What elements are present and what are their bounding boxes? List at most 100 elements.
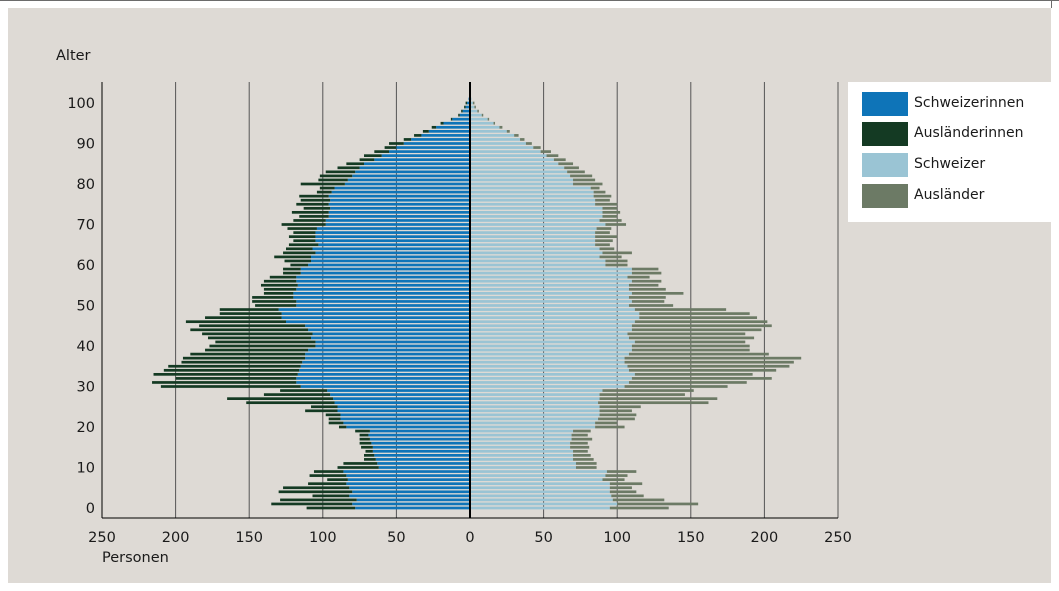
bar-schweizer (470, 150, 541, 153)
bar-auslaenderinnen (185, 320, 286, 324)
bar-schweizer (470, 356, 625, 360)
bar-schweizerinnen (368, 433, 470, 437)
bar-auslaenderinnen (293, 219, 326, 222)
bar-auslaender (628, 287, 666, 291)
bar-schweizerinnen (352, 174, 470, 178)
bar-auslaender (639, 312, 750, 315)
bar-schweizerinnen (421, 134, 470, 137)
bar-auslaender (558, 162, 574, 166)
bar-auslaender (472, 101, 475, 105)
bar-auslaender (514, 134, 519, 137)
bar-auslaender (609, 490, 637, 494)
bar-schweizerinnen (281, 316, 470, 319)
bar-auslaenderinnen (464, 105, 466, 109)
bar-auslaenderinnen (293, 239, 316, 243)
bar-auslaenderinnen (283, 486, 350, 490)
bar-schweizer (470, 425, 596, 429)
bar-auslaender (611, 494, 644, 498)
bar-auslaenderinnen (219, 308, 279, 311)
bar-auslaenderinnen (215, 340, 316, 344)
bar-schweizer (470, 219, 600, 222)
bar-auslaender (487, 117, 490, 121)
bar-schweizer (470, 445, 571, 449)
bar-schweizer (470, 206, 603, 210)
bar-schweizerinnen (315, 239, 470, 243)
legend-label-schweizer: Schweizer (914, 156, 986, 172)
bar-auslaenderinnen (205, 348, 309, 352)
bar-schweizerinnen (465, 105, 470, 109)
bar-auslaenderinnen (300, 182, 345, 186)
bar-schweizer (470, 352, 629, 356)
bar-schweizer (470, 320, 635, 324)
bar-schweizer (470, 247, 600, 251)
bar-auslaender (628, 368, 777, 372)
y-tick-label: 40 (77, 339, 95, 355)
bar-auslaenderinnen (181, 360, 303, 364)
legend-swatch-schweizerinnen (862, 92, 908, 116)
bar-auslaender (481, 113, 484, 117)
bar-auslaenderinnen (263, 287, 297, 291)
bar-auslaenderinnen (199, 324, 306, 328)
bar-schweizer (470, 506, 610, 510)
bar-schweizerinnen (308, 263, 470, 267)
x-tick-labels: 250 200 150 100 50 0 50 100 150 200 250 (88, 530, 852, 546)
bar-auslaender (602, 251, 632, 255)
bar-schweizerinnen (308, 328, 470, 332)
bar-auslaender (628, 352, 769, 356)
bar-auslaender (602, 215, 618, 218)
bar-auslaenderinnen (359, 158, 375, 162)
bar-schweizerinnen (374, 158, 470, 162)
bar-auslaenderinnen (308, 482, 347, 486)
bar-schweizer (470, 490, 610, 494)
y-tick-label: 80 (77, 177, 95, 193)
bar-auslaenderinnen (414, 134, 422, 137)
bar-auslaender (573, 178, 596, 182)
bar-auslaenderinnen (312, 494, 350, 498)
bar-schweizer (470, 279, 632, 283)
bar-auslaenderinnen (325, 413, 341, 417)
bar-schweizer (470, 417, 599, 421)
bar-auslaender (624, 360, 794, 364)
bar-auslaender (599, 255, 622, 259)
bar-schweizerinnen (330, 393, 470, 396)
bar-schweizerinnen (325, 219, 470, 222)
bar-auslaender (639, 316, 758, 319)
bar-auslaenderinnen (263, 292, 294, 295)
bar-schweizerinnen (364, 162, 470, 166)
bar-schweizer (470, 190, 594, 194)
bar-auslaender (499, 125, 503, 129)
bar-auslaenderinnen (450, 117, 453, 121)
bar-auslaenderinnen (246, 401, 335, 405)
bar-auslaenderinnen (359, 437, 370, 441)
bar-auslaender (628, 304, 674, 307)
bar-schweizerinnen (396, 146, 470, 149)
bar-auslaenderinnen (252, 296, 294, 299)
bar-auslaender (631, 344, 750, 348)
bar-schweizerinnen (305, 352, 470, 356)
bar-schweizer (470, 109, 478, 113)
bar-auslaender (609, 482, 643, 486)
bar-auslaenderinnen (163, 368, 300, 372)
x-tick-label: 150 (235, 530, 263, 546)
bar-auslaenderinnen (280, 498, 357, 502)
bar-auslaender (612, 498, 665, 502)
y-tick-label: 0 (86, 501, 95, 517)
bar-schweizer (470, 263, 606, 267)
legend-swatch-schweizer (862, 153, 908, 177)
bar-schweizer (470, 287, 629, 291)
bar-auslaenderinnen (255, 304, 297, 307)
bars (152, 97, 802, 510)
bar-auslaenderinnen (389, 142, 404, 145)
bar-auslaender (631, 377, 772, 380)
bar-schweizerinnen (330, 198, 470, 202)
bar-schweizerinnen (389, 150, 470, 153)
bar-auslaenderinnen (205, 316, 282, 319)
legend: Schweizerinnen Ausländerinnen Schweizer … (848, 82, 1056, 222)
bar-schweizer (470, 134, 515, 137)
bar-schweizerinnen (293, 292, 470, 295)
bar-schweizerinnen (347, 178, 470, 182)
bar-schweizer (470, 211, 603, 214)
bar-schweizer (470, 121, 494, 125)
x-tick-label: 50 (534, 530, 552, 546)
bar-schweizerinnen (356, 498, 470, 502)
